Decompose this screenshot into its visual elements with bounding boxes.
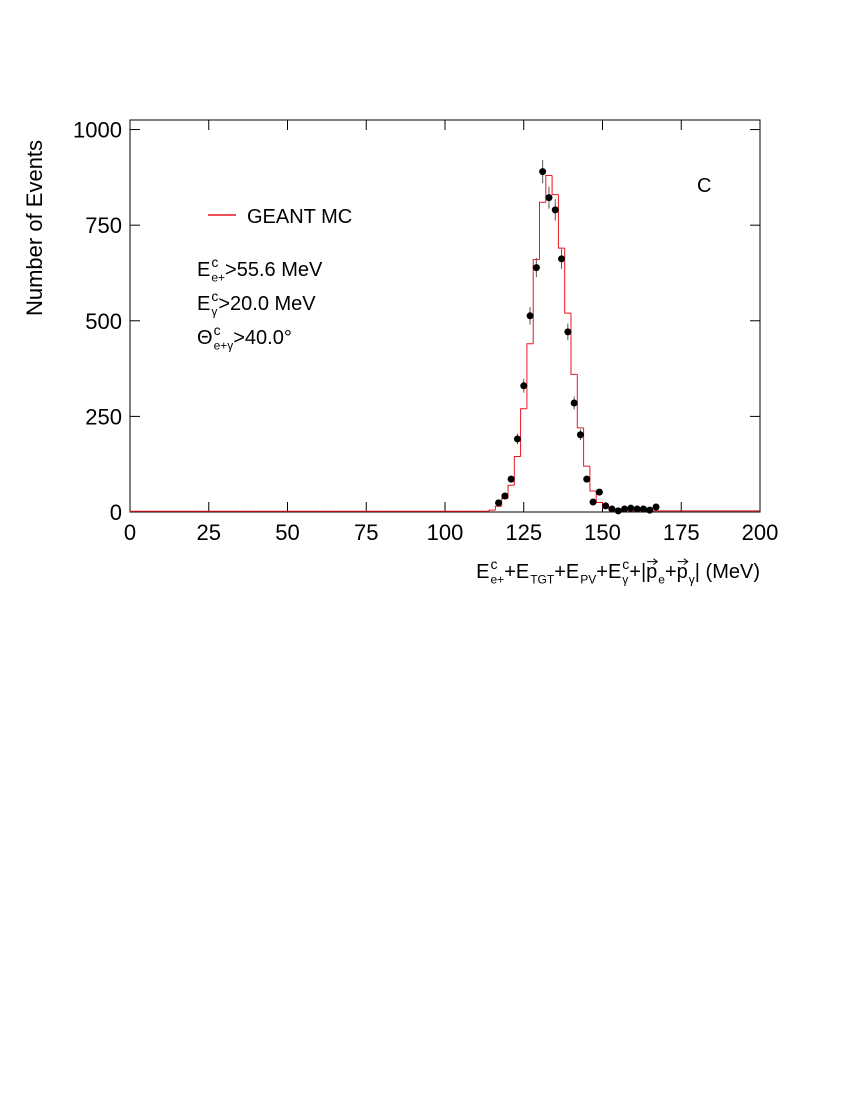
x-tick-label: 150 [584, 520, 621, 545]
data-point [552, 206, 559, 213]
cut-label-sup: c [211, 254, 218, 270]
y-tick-label: 0 [110, 500, 122, 525]
y-tick-label: 250 [85, 404, 122, 429]
x-axis-label-part: +| [629, 561, 646, 583]
y-axis-label: Number of Events [22, 140, 47, 316]
x-axis-label-part: | (MeV) [695, 561, 760, 583]
data-point [615, 507, 622, 514]
data-point [539, 168, 546, 175]
cut-label-sup: c [211, 288, 218, 304]
x-axis-label-part-sub: PV [580, 573, 596, 587]
x-tick-label: 50 [275, 520, 299, 545]
data-point [527, 312, 534, 319]
histogram-step [540, 202, 546, 259]
data-point [558, 255, 565, 262]
x-axis-label-part-sub: TGT [530, 573, 555, 587]
data-point [583, 476, 590, 483]
histogram-step [502, 499, 508, 507]
data-point [634, 505, 641, 512]
histogram-step [558, 195, 564, 249]
cut-label-sub: e+γ [214, 339, 234, 353]
data-point [640, 505, 647, 512]
data-point [627, 505, 634, 512]
x-axis-label-part: +E [596, 561, 621, 583]
histogram-step [508, 485, 514, 498]
annotation: C [697, 175, 711, 197]
histogram-step [565, 248, 571, 313]
histogram-step [495, 506, 501, 510]
x-tick-label: 25 [197, 520, 221, 545]
histogram-step [521, 409, 527, 457]
histogram-step [514, 457, 520, 486]
data-point [602, 502, 609, 509]
cut-label: >20.0 MeV [218, 293, 316, 315]
data-point [646, 507, 653, 514]
x-axis-label-part-sub: e+ [491, 573, 505, 587]
data-point [514, 435, 521, 442]
y-tick-label: 500 [85, 309, 122, 334]
data-point [520, 382, 527, 389]
x-axis-label-part: +E [504, 561, 529, 583]
legend-label: GEANT MC [247, 206, 352, 228]
x-tick-label: 75 [354, 520, 378, 545]
y-tick-label: 1000 [73, 118, 122, 143]
data-point [571, 400, 578, 407]
y-tick-label: 750 [85, 213, 122, 238]
x-axis-label-part-sub: γ [622, 573, 628, 587]
data-point [596, 489, 603, 496]
x-tick-label: 0 [124, 520, 136, 545]
x-axis-label-part-sup: c [491, 556, 498, 572]
data-point [653, 504, 660, 511]
x-axis-label-part: E [476, 561, 489, 583]
histogram-step [577, 374, 583, 428]
histogram-step [489, 510, 495, 511]
plot-frame [130, 120, 760, 512]
data-point [621, 505, 628, 512]
x-axis-label-part: + [665, 561, 677, 583]
cut-label-sub: γ [211, 305, 217, 319]
x-axis-label-part: +E [554, 561, 579, 583]
histogram-step [584, 428, 590, 466]
x-axis-label-part: p [646, 561, 657, 583]
data-point [545, 194, 552, 201]
cut-label: E [197, 293, 210, 315]
data-point [508, 476, 515, 483]
x-tick-label: 125 [505, 520, 542, 545]
cut-label: Θ [197, 327, 213, 349]
histogram-step [571, 313, 577, 374]
x-tick-label: 175 [663, 520, 700, 545]
data-point [533, 264, 540, 271]
x-tick-label: 100 [427, 520, 464, 545]
data-point [590, 499, 597, 506]
x-axis-label-part: p [677, 561, 688, 583]
cut-label: >55.6 MeV [225, 259, 323, 281]
histogram-step [552, 175, 558, 194]
histogram-step [590, 466, 596, 491]
cut-label: >40.0° [233, 327, 292, 349]
x-tick-label: 200 [742, 520, 779, 545]
data-point [608, 505, 615, 512]
data-point [564, 328, 571, 335]
cut-label-sup: c [214, 322, 221, 338]
data-point [577, 431, 584, 438]
histogram-step [527, 344, 533, 409]
data-point [501, 492, 508, 499]
cut-label-sub: e+ [211, 271, 225, 285]
data-point [495, 499, 502, 506]
cut-label: E [197, 259, 210, 281]
x-axis-label-part-sup: c [622, 556, 629, 572]
